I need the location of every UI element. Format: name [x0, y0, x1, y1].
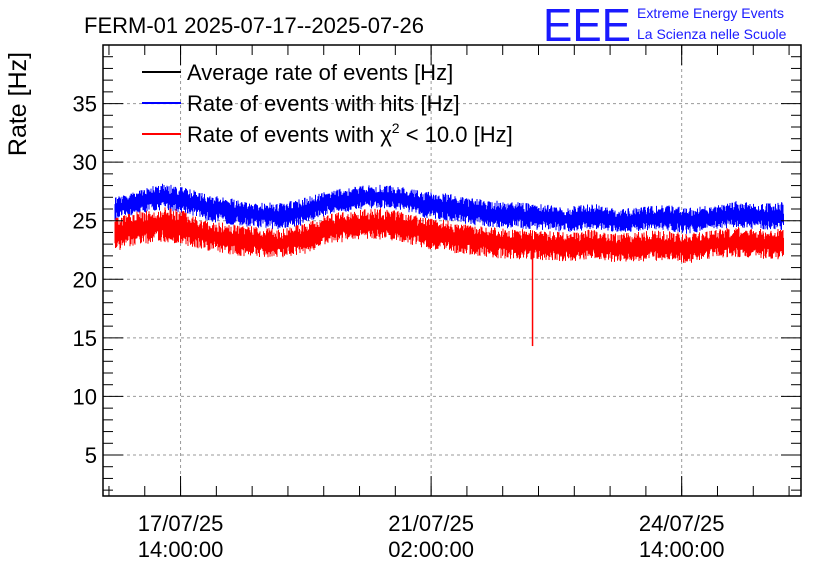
legend-label-chi2: Rate of events with χ2 < 10.0 [Hz]	[187, 120, 513, 147]
legend-chi2-symbol: χ	[380, 122, 392, 147]
plot-frame	[102, 44, 802, 497]
y-tick-label: 35	[73, 92, 97, 117]
legend-label-average: Average rate of events [Hz]	[187, 60, 453, 85]
y-tick-label: 15	[73, 326, 97, 351]
x-tick-date-label: 21/07/25	[388, 511, 474, 536]
x-tick-date-label: 17/07/25	[138, 511, 224, 536]
x-tick-date-label: 24/07/25	[639, 511, 725, 536]
y-axis-label: Rate [Hz]	[4, 52, 32, 156]
legend-chi2-sup: 2	[392, 120, 400, 136]
y-tick-label: 30	[73, 150, 97, 175]
legend: Average rate of events [Hz] Rate of even…	[142, 60, 513, 147]
legend-chi2-prefix: Rate of events with	[187, 122, 380, 147]
chart-title: FERM-01 2025-07-17--2025-07-26	[84, 13, 424, 38]
logo-line-1: Extreme Energy Events	[637, 5, 784, 21]
y-tick-label: 25	[73, 209, 97, 234]
data-series	[114, 183, 784, 347]
legend-chi2-suffix: < 10.0 [Hz]	[400, 122, 513, 147]
eee-logo-text: EEE	[543, 0, 631, 51]
y-tick-label: 5	[85, 443, 97, 468]
logo-line-2: La Scienza nelle Scuole	[637, 26, 787, 42]
tick-labels: 510152025303517/07/2514:00:0021/07/2502:…	[73, 92, 725, 562]
series-chi2-line	[114, 207, 784, 263]
x-tick-time-label: 14:00:00	[639, 537, 725, 562]
x-tick-time-label: 02:00:00	[388, 537, 474, 562]
y-tick-label: 10	[73, 384, 97, 409]
axis-ticks	[103, 45, 801, 496]
eee-logo: EEE Extreme Energy Events La Scienza nel…	[543, 0, 787, 51]
series-hits-line	[114, 183, 784, 234]
legend-label-hits: Rate of events with hits [Hz]	[187, 91, 460, 116]
x-tick-time-label: 14:00:00	[138, 537, 224, 562]
y-tick-label: 20	[73, 267, 97, 292]
